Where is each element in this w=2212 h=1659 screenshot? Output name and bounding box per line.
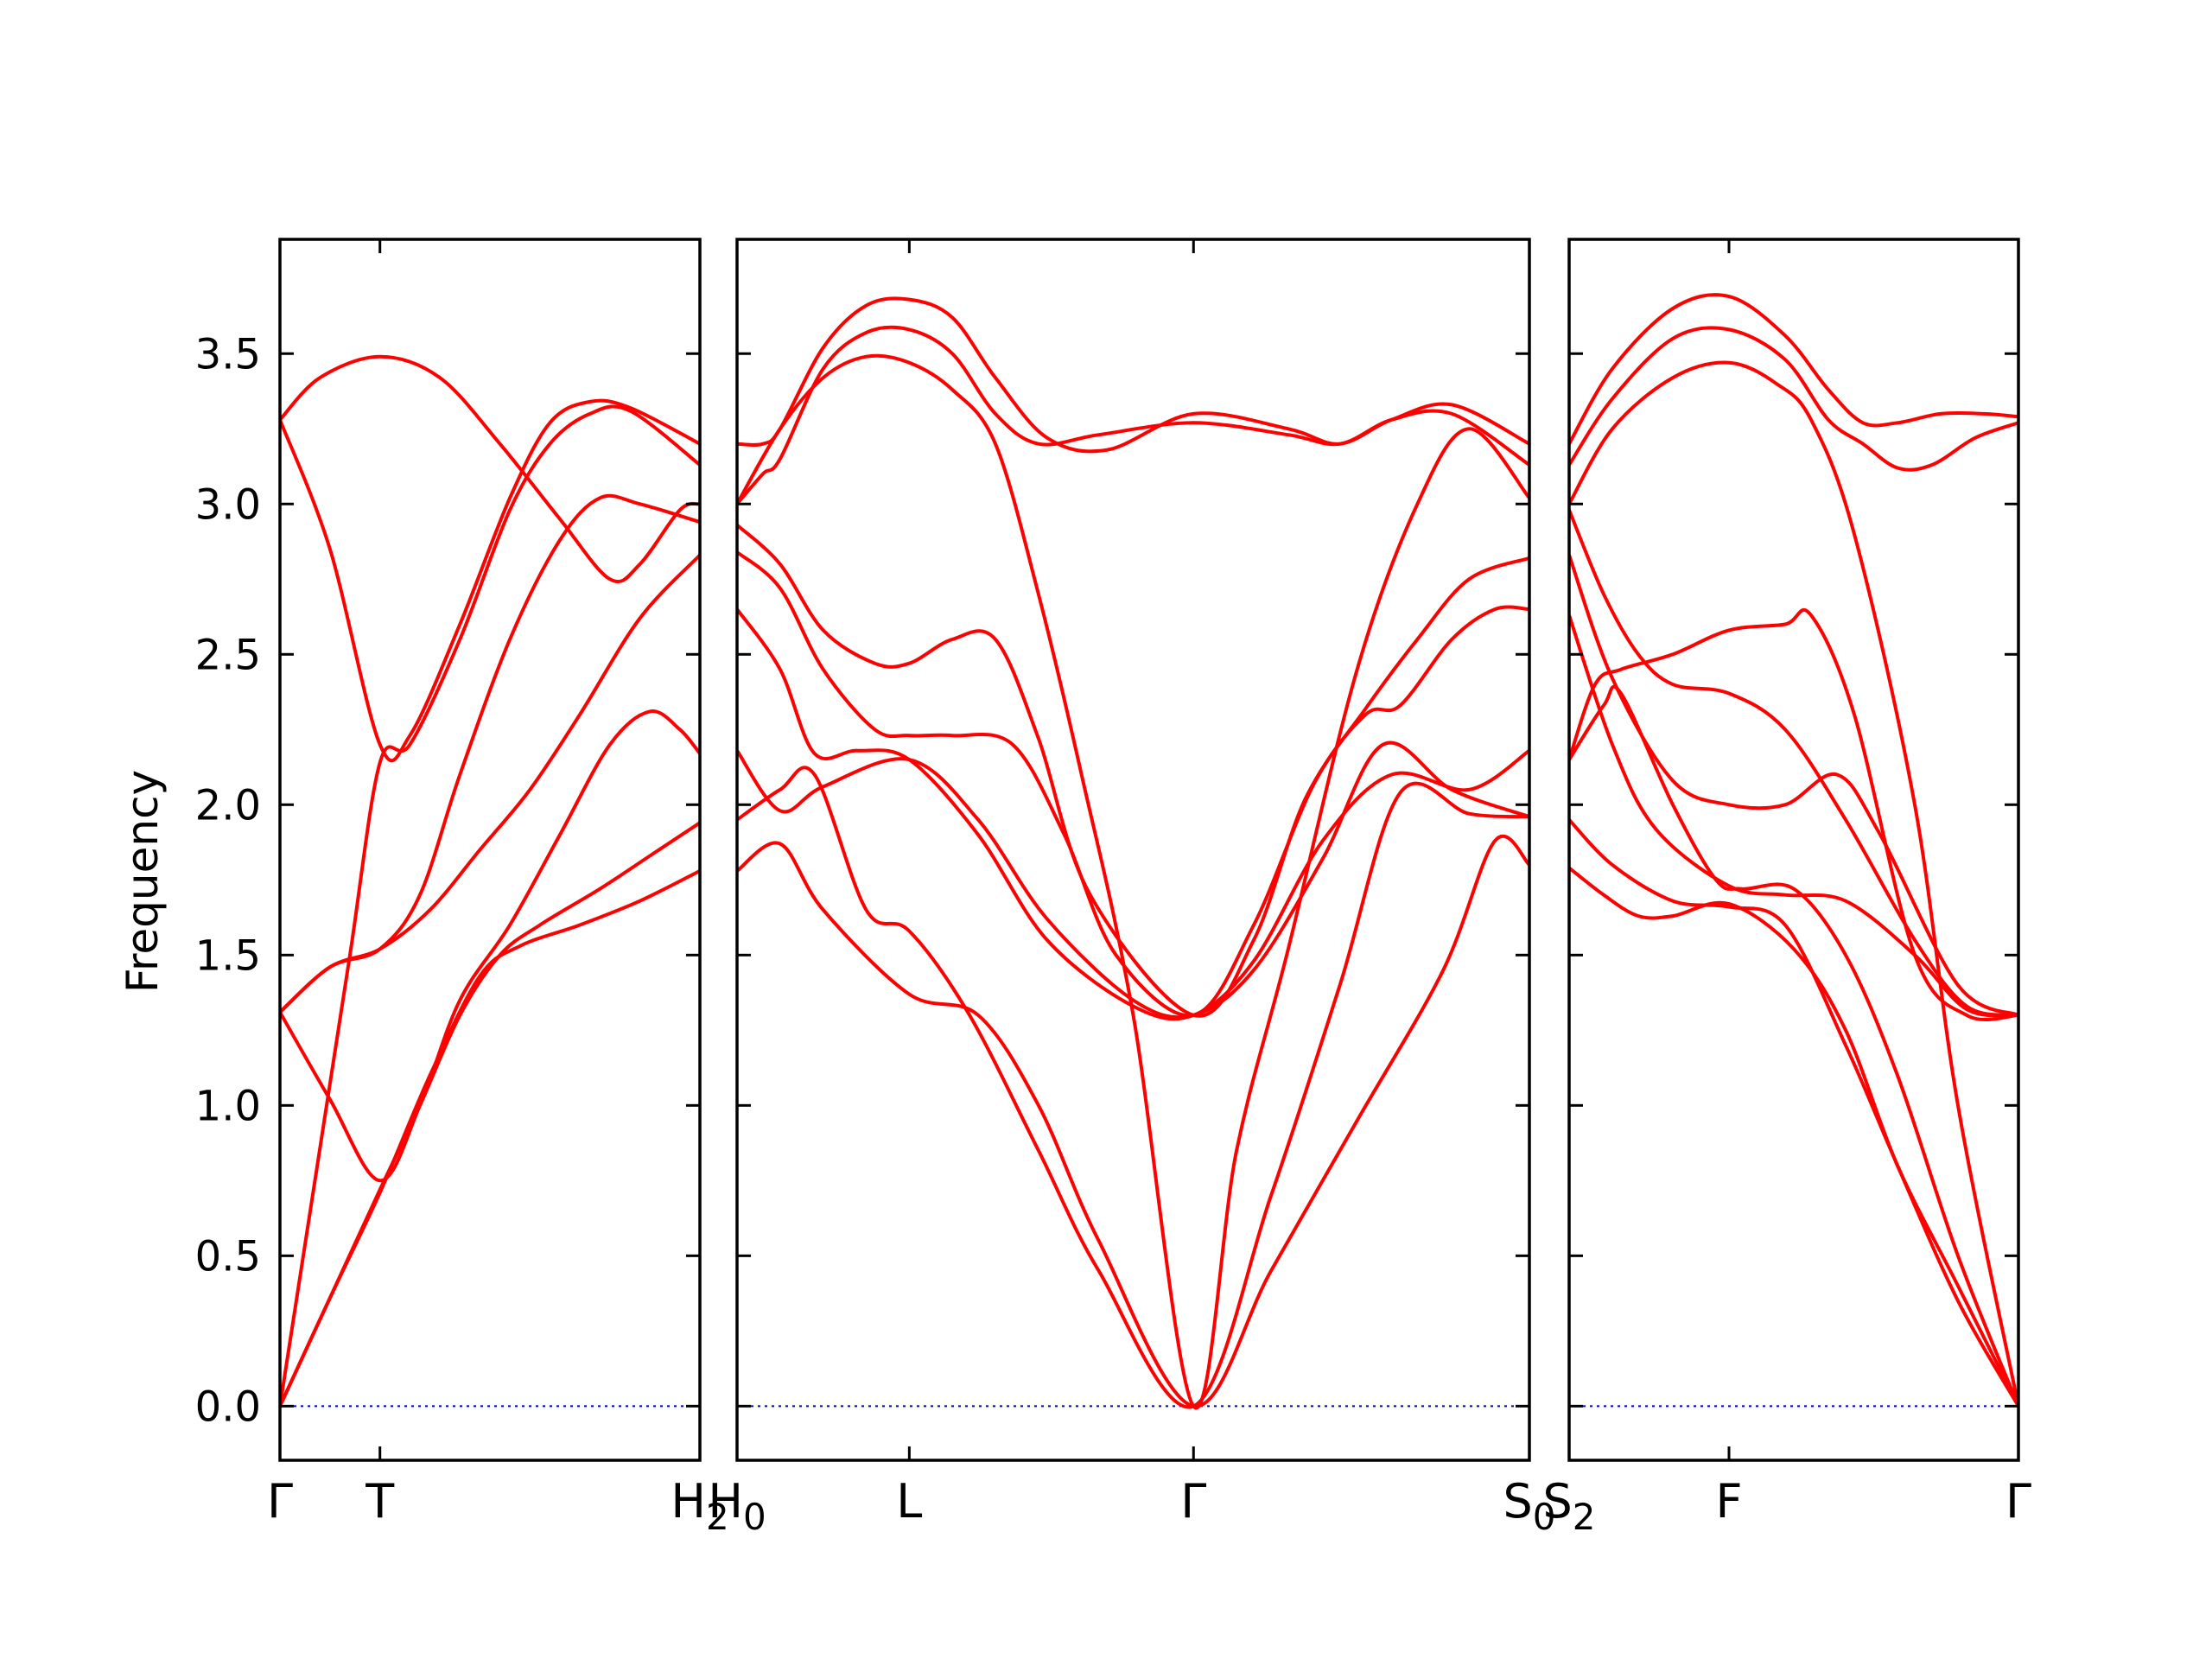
band-line-3 [280, 709, 700, 1183]
band-line-8 [280, 354, 700, 584]
band-line-7 [280, 398, 700, 763]
y-tick-label: 3.0 [195, 480, 261, 529]
kpoint-label: F [1715, 1474, 1742, 1529]
band-line-3 [737, 741, 1529, 1020]
band-line-5 [280, 493, 700, 1014]
band-line-6 [737, 523, 1529, 1018]
y-tick-label: 1.0 [195, 1082, 261, 1130]
band-line-6 [1569, 508, 2018, 1017]
band-line-7 [737, 353, 1529, 1410]
band-line-4 [280, 553, 700, 1014]
kpoint-label: T [365, 1474, 395, 1529]
band-line-10 [1569, 293, 2018, 446]
band-line-9 [1569, 326, 2018, 472]
panel-3 [1567, 238, 2020, 1462]
panels [278, 238, 2020, 1462]
y-tick-label: 0.0 [195, 1382, 261, 1431]
band-line-8 [737, 325, 1529, 506]
band-line-4 [737, 607, 1529, 1021]
y-tick-labels: 0.0 0.5 1.0 1.5 2.0 2.5 3.0 3.5 [195, 330, 261, 1431]
band-line-4 [1569, 553, 2018, 1017]
kpoint-label: H0 [708, 1474, 766, 1538]
y-tick-label: 1.5 [195, 931, 261, 980]
kpoint-label: H2 [671, 1474, 728, 1538]
y-axis-label: Frequency [118, 770, 168, 993]
band-lines [737, 296, 1529, 1410]
panel-frame [735, 238, 1531, 1462]
band-line-2 [737, 766, 1529, 1409]
band-line-2 [1569, 817, 2018, 1408]
y-tick-label: 2.5 [195, 631, 261, 679]
y-tick-label: 0.5 [195, 1232, 261, 1281]
kpoint-label: Γ [2005, 1474, 2031, 1529]
band-lines [280, 354, 700, 1408]
panel-1 [278, 238, 702, 1462]
kpoint-label: S0 [1503, 1474, 1555, 1538]
kpoint-label: Γ [267, 1474, 293, 1529]
kpoint-label: Γ [1180, 1474, 1206, 1529]
band-line-2 [280, 821, 700, 1408]
y-tick-label: 2.0 [195, 781, 261, 830]
band-line-1 [1569, 866, 2018, 1408]
band-line-5 [1569, 684, 2018, 1408]
band-line-8 [1569, 360, 2018, 1408]
kpoint-label: S2 [1542, 1474, 1595, 1538]
band-line-1 [737, 834, 1529, 1408]
band-line-5 [737, 550, 1529, 1018]
panel-frame [1567, 238, 2020, 1462]
kpoint-label: L [896, 1474, 922, 1529]
band-line-6 [280, 404, 700, 1408]
band-line-3 [1569, 613, 2018, 1018]
band-lines [1569, 293, 2018, 1408]
band-line-7 [1569, 607, 2018, 1022]
panel-frame [278, 238, 702, 1462]
panel-2 [735, 238, 1531, 1462]
y-tick-label: 3.5 [195, 330, 261, 378]
band-line-9 [737, 296, 1529, 454]
